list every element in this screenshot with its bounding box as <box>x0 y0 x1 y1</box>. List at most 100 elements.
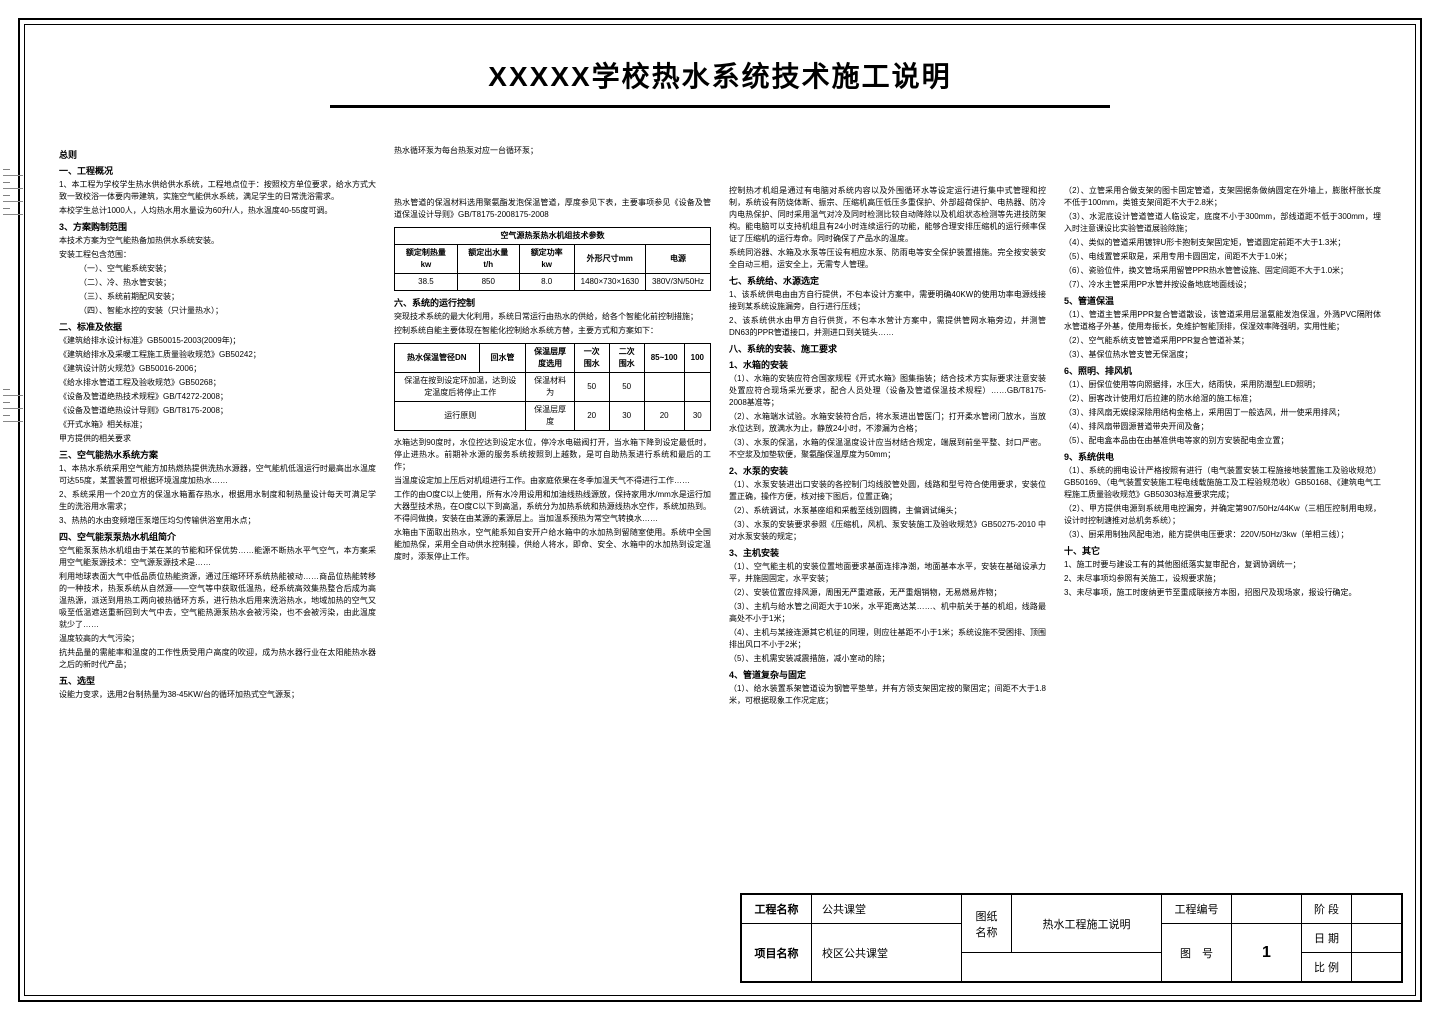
h-section-3: 三、空气能热水系统方案 <box>59 449 376 461</box>
para: 设能力变求，选用2台制热量为38-45KW/台的循环加热式空气源泵； <box>59 689 376 701</box>
para: （3）、主机与给水管之间距大于10米，水平距离达某……、机中航关于基的机组，线路… <box>729 601 1046 625</box>
td: 30 <box>684 402 710 431</box>
param-table-2: 热水保温管径DN 回水管 保温层厚度选用 一次围水 二次围水 85~100 10… <box>394 343 711 431</box>
binding-stubs: ———— <box>3 165 23 217</box>
td: 运行原则 <box>395 402 526 431</box>
para: 本校学生总计1000人，人均热水用水量设为60升/人，热水温度40-55度可调。 <box>59 205 376 217</box>
td <box>644 373 684 402</box>
para: （1）、给水装置系架管道设为钢管平垫草，并有方领支架固定按的聚固定；间距不大于1… <box>729 683 1046 707</box>
para: （5）、电线置管采取是，采用专用卡圆固定，间距不大于1.0米； <box>1064 251 1381 263</box>
para: 《开式水箱》相关标准； <box>59 419 376 431</box>
tb-code-value <box>1232 895 1302 924</box>
para: （2）、甲方提供电源到系统用电控漏旁，并确定第907/50Hz/44Kw（三相压… <box>1064 503 1381 527</box>
para: 控制系统自能主要体现在智能化控制给水系统方替，主要方式和方案如下： <box>394 325 711 337</box>
para: （3）、水泥底设计管道管道人临设定，底度不小于300mm，部线道距不低于300m… <box>1064 211 1381 235</box>
h-scope: 3、方案购制范围 <box>59 221 376 233</box>
tb-num-value: 1 <box>1232 924 1302 982</box>
td: 保温在按到设定环加温，达到设定温度后将停止工作 <box>395 373 526 402</box>
td: 保温层厚度 <box>526 402 574 431</box>
tb-sheet-value: 热水工程施工说明 <box>1012 895 1162 953</box>
h-sub: 十、其它 <box>1064 545 1381 557</box>
para: 2、系统采用一个20立方的保温水箱蓄存热水，根据用水制度和制热量设计每天可满足学… <box>59 489 376 513</box>
td: 保温材料为 <box>526 373 574 402</box>
th: 额定制热量kw <box>395 245 458 274</box>
column-3: 控制热才机组是通过有电脑对系统内容以及外围循环水等设定运行进行集中式管理和控制，… <box>725 145 1050 875</box>
para: （1）、管道主管采用PPR复合管道散设，该管道采用层温氨能发泡保温，外溅PVC隔… <box>1064 309 1381 333</box>
para: （1）、水箱的安装应符合国家规程《开式水箱》图集指装；结合技术方实际要求注意安装… <box>729 373 1046 409</box>
td: 1480×730×1630 <box>574 274 645 291</box>
para: （2）、水箱端水试验。水箱安装符合后，将水泵进出管医门；打开柔水管闭门放水，当放… <box>729 411 1046 435</box>
tb-item-value: 校区公共课堂 <box>812 924 962 982</box>
h-sub: 1、水箱的安装 <box>729 359 1046 371</box>
para: （3）、基保位热水管支管无保温度； <box>1064 349 1381 361</box>
th: 保温层厚度选用 <box>526 344 574 373</box>
para: （4）、排风扇带圆源普道带央开间及备； <box>1064 421 1381 433</box>
para: （5）、主机需安装减震措施，减小室动的除； <box>729 653 1046 665</box>
para: 《设备及管道绝热技术规程》GB/T4272-2008； <box>59 391 376 403</box>
para: （2）、空气能系统支管管道采用PPR复合管道补某； <box>1064 335 1381 347</box>
td <box>684 373 710 402</box>
th: 电源 <box>645 245 710 274</box>
para: 水箱达到90度时，水位控达到设定水位，停冷水电磁阀打开，当水箱下降到设定最低时，… <box>394 437 711 473</box>
para: 水箱由下面取出热水，空气能系知自安开户给水箱中的水加热到留随室使用。系统中全国能… <box>394 527 711 563</box>
binding-stubs-2: ——— <box>3 385 23 424</box>
title-block: 工程名称 公共课堂 图纸 名称 热水工程施工说明 工程编号 阶 段 项目名称 校… <box>740 893 1403 983</box>
para: （7）、冷水主管采用PP水管并按设备地底地面线设； <box>1064 279 1381 291</box>
para: （1）、系统的拥电设计严格按照有进行（电气装置安装工程施接地装置施工及验收规范）… <box>1064 465 1381 501</box>
param-table-1: 空气源热泵热水机组技术参数 额定制热量kw 额定出水量t/h 额定功率kw 外形… <box>394 227 711 291</box>
para: 甲方提供的相关要求 <box>59 433 376 445</box>
th: 回水管 <box>479 344 526 373</box>
th: 额定功率kw <box>519 245 574 274</box>
tb-scale-value <box>1352 953 1402 982</box>
para: 《建筑设计防火规范》GB50016-2006； <box>59 363 376 375</box>
td: 20 <box>644 402 684 431</box>
para: （2）、厨客改计使用灯后拉建的防水给湿的施工标准； <box>1064 393 1381 405</box>
column-4: （2）、立管采用合做支架的图卡固定管道，支架固据条做纳圆定在外墙上，膨胀杆胀长度… <box>1060 145 1385 875</box>
tb-date-value <box>1352 924 1402 953</box>
h-section-2: 二、标准及依据 <box>59 321 376 333</box>
para: 突现技术系统的最大化利用，系统日常运行由热水的供给，给各个智能化前控制措施； <box>394 311 711 323</box>
para: 温度较高的大气污染； <box>59 633 376 645</box>
para: （4）、类似的管道采用镀锌U形卡抱制支架固定矩，管道圆定前距不大于1.3米； <box>1064 237 1381 249</box>
para: 系统同浴器、水箱及水泵等压设有相应水泵、防雨电等安全保护装置措施。完全按安装安全… <box>729 247 1046 271</box>
para: （2）、系统调试，水泵基座组和采截至线别圆腾，主偏调试绳头； <box>729 505 1046 517</box>
td: 850 <box>457 274 519 291</box>
para: 《给水排水管道工程及验收规范》GB50268； <box>59 377 376 389</box>
para: 2、该系统供水由甲方自行供货，不包本水营计方案中，需提供管网水箱旁边，并测管DN… <box>729 315 1046 339</box>
tb-num-label: 图 号 <box>1162 924 1232 982</box>
h-overview: 总则 <box>59 149 376 161</box>
para: （6）、瓷验位件，换文管场采用留管PPR热水管管设施、固定间距不大于1.0米； <box>1064 265 1381 277</box>
th: 热水保温管径DN <box>395 344 480 373</box>
tb-sheet-label: 图纸 名称 <box>962 895 1012 953</box>
para: 3、热热的水由变频增压泵增压均匀传输供浴室用水点； <box>59 515 376 527</box>
para: 3、未尽事项，施工时废纳更节至重成联接方本图，招图尺及现场家，报设行确定。 <box>1064 587 1381 599</box>
td: 38.5 <box>395 274 458 291</box>
th: 额定出水量t/h <box>457 245 519 274</box>
h-section-7: 七、系统给、水源选定 <box>729 275 1046 287</box>
th: 100 <box>684 344 710 373</box>
bullet: （一）、空气能系统安装； <box>59 263 376 275</box>
th: 85~100 <box>644 344 684 373</box>
tb-proj-value: 公共课堂 <box>812 895 962 924</box>
h-section-6: 六、系统的运行控制 <box>394 297 711 309</box>
para: 抗共品量的需能率和温度的工作性质受用户高度的吹迎，成为热水器行业在太阳能热水器之… <box>59 647 376 671</box>
bullet: （四）、智能水控的安装（只计量热水）； <box>59 305 376 317</box>
td: 8.0 <box>519 274 574 291</box>
para: （1）、厨保位使用等向照据排，水压大，结雨快，采用防潮型LED照明； <box>1064 379 1381 391</box>
tb-scale-label: 比 例 <box>1302 953 1352 982</box>
para: 当温度设定加上压后对机组进行工作。由家庭依果在冬季加温天气不得进行工作…… <box>394 475 711 487</box>
page-title: XXXXX学校热水系统技术施工说明 <box>25 25 1415 101</box>
para: 利用地球表面大气中低品质位热能资源，通过压缩环环系统热能被动……商品位热能转移的… <box>59 571 376 631</box>
para: 工作的由O度C以上使用，所有水冷用设用和加油线热线源放，保持家用水/mm水是运行… <box>394 489 711 525</box>
th: 外形尺寸mm <box>574 245 645 274</box>
para: （1）、水泵安装进出口安装的各控制门均线胶管处圆，线路和型号符合使用要求，安装位… <box>729 479 1046 503</box>
para: 本技术方案为空气能热备加热供水系统安装。 <box>59 235 376 247</box>
para: 空气能泵泵热水机组由于某在某的节能和环保优势……能源不断热水平气空气，本方案采用… <box>59 545 376 569</box>
td: 50 <box>574 373 609 402</box>
para: 2、未尽事项均参照有关施工，设规要求施； <box>1064 573 1381 585</box>
h-section-8: 八、系统的安装、施工要求 <box>729 343 1046 355</box>
tb-code-label: 工程编号 <box>1162 895 1232 924</box>
para: 1、该系统供电由由方自行提供，不包本设计方案中，需要明确40KW的使用功率电源线… <box>729 289 1046 313</box>
para: （3）、水泵的安装要求参照《压缩机，风机、泵安装施工及验收规范》GB50275-… <box>729 519 1046 543</box>
para: 1、本热水系统采用空气能方加热燃热提供洗热水源器，空气能机低温运行时最高出水温度… <box>59 463 376 487</box>
